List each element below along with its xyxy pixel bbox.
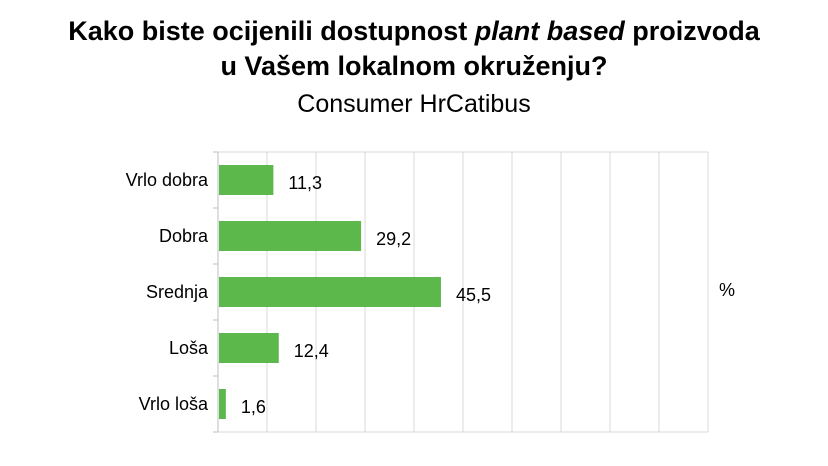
value-label: 11,3 bbox=[288, 173, 322, 193]
bar bbox=[219, 389, 226, 419]
title-line1-part1: Kako biste ocijenili dostupnost bbox=[68, 16, 475, 46]
category-label: Dobra bbox=[159, 226, 209, 246]
bar bbox=[219, 165, 274, 195]
title-line1-part2: proizvoda bbox=[624, 16, 760, 46]
value-label: 29,2 bbox=[376, 229, 411, 249]
title-line1-italic: plant based bbox=[474, 16, 625, 46]
chart-subtitle: Consumer HrCatibus bbox=[297, 90, 531, 118]
category-label: Vrlo dobra bbox=[126, 170, 209, 190]
category-label: Vrlo loša bbox=[139, 394, 209, 414]
chart-title: Kako biste ocijenili dostupnost plant ba… bbox=[0, 14, 828, 84]
bar bbox=[219, 277, 441, 307]
title-line2: u Vašem lokalnom okruženju? bbox=[220, 51, 608, 81]
bar bbox=[219, 333, 279, 363]
value-label: 1,6 bbox=[241, 397, 266, 417]
unit-label: % bbox=[719, 280, 735, 300]
value-label: 12,4 bbox=[294, 341, 329, 361]
value-label: 45,5 bbox=[456, 285, 491, 305]
category-label: Loša bbox=[169, 338, 209, 358]
category-label: Srednja bbox=[146, 282, 209, 302]
bar bbox=[219, 221, 362, 251]
